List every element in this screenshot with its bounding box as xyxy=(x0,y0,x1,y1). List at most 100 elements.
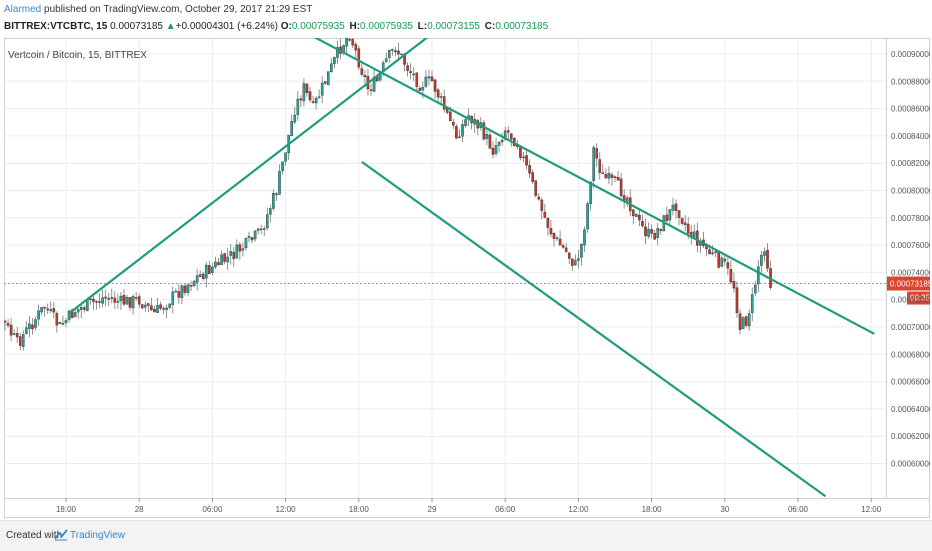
candle-down xyxy=(506,130,510,133)
author-link[interactable]: Alarmed xyxy=(4,4,42,15)
candle-down xyxy=(525,155,528,166)
candle-down xyxy=(107,298,110,300)
candle-down xyxy=(571,258,574,266)
y-tick-label: 0.00080000 xyxy=(891,187,930,196)
candle-down xyxy=(394,50,397,53)
candle-down xyxy=(732,281,736,289)
candle-down xyxy=(744,316,748,326)
candle-down xyxy=(418,87,422,91)
candle-up xyxy=(763,251,766,256)
candle-up xyxy=(500,139,504,143)
candle-down xyxy=(449,111,452,122)
symbol-line: BITTREX:VTCBTC, 15 0.00073185 ▲+0.000043… xyxy=(4,21,550,32)
candle-up xyxy=(747,313,751,327)
candle-down xyxy=(604,174,608,179)
candle-up xyxy=(28,323,31,329)
candle-down xyxy=(619,178,623,197)
candle-up xyxy=(625,197,629,202)
candle-down xyxy=(348,39,351,41)
candle-up xyxy=(79,307,83,310)
candle-up xyxy=(125,297,129,305)
candle-up xyxy=(259,228,263,231)
candle-down xyxy=(729,269,733,283)
candle-down xyxy=(537,196,541,200)
candle-up xyxy=(226,256,229,263)
candle-down xyxy=(641,220,644,227)
candle-up xyxy=(461,124,464,137)
y-tick-label: 0.00074000 xyxy=(891,268,930,277)
candle-up xyxy=(757,266,760,285)
x-tick-label: 06:00 xyxy=(495,505,516,514)
candle-down xyxy=(113,297,117,303)
candle-down xyxy=(140,304,144,309)
publish-line: Alarmed published on TradingView.com, Oc… xyxy=(4,4,312,15)
candle-up xyxy=(186,284,190,293)
chart-title: Vertcoin / Bitcoin, 15, BITTREX xyxy=(8,50,147,61)
candle-up xyxy=(607,173,611,179)
candle-down xyxy=(659,228,663,231)
candle-up xyxy=(211,266,214,273)
candle-up xyxy=(168,303,172,308)
low-key: L: xyxy=(417,21,428,32)
candle-up xyxy=(400,53,403,56)
candle-up xyxy=(293,114,297,123)
candle-up xyxy=(580,243,583,258)
candle-up xyxy=(253,230,257,240)
candle-up xyxy=(12,333,16,335)
candle-down xyxy=(299,98,303,101)
candle-down xyxy=(680,218,684,224)
candle-up xyxy=(156,305,159,313)
candle-up xyxy=(494,145,498,154)
candle-down xyxy=(766,249,769,269)
candle-down xyxy=(308,91,312,101)
candle-down xyxy=(323,81,327,84)
candle-up xyxy=(284,152,287,162)
candle-up xyxy=(22,334,25,347)
candle-up xyxy=(104,296,107,299)
countdown-bg xyxy=(907,291,930,305)
candle-down xyxy=(632,209,635,217)
candle-up xyxy=(388,50,391,58)
candle-up xyxy=(40,307,43,313)
x-tick-label: 06:00 xyxy=(202,505,223,514)
candle-up xyxy=(427,76,431,79)
candle-up xyxy=(345,38,348,47)
candle-down xyxy=(564,247,568,252)
candle-down xyxy=(183,285,187,293)
candle-down xyxy=(442,96,446,110)
close-value: 0.00073185 xyxy=(495,21,549,32)
candle-up xyxy=(235,244,239,259)
candle-down xyxy=(397,50,400,55)
open-key: O: xyxy=(280,21,292,32)
candle-up xyxy=(656,228,659,239)
candle-down xyxy=(46,308,49,311)
candle-down xyxy=(150,305,153,311)
candle-up xyxy=(741,317,745,329)
candle-up xyxy=(143,304,147,308)
candle-down xyxy=(223,253,226,262)
candle-up xyxy=(327,71,330,86)
candle-up xyxy=(302,83,306,102)
candle-down xyxy=(305,83,309,93)
tradingview-link[interactable]: TradingView xyxy=(70,530,126,541)
candle-down xyxy=(92,298,95,302)
chart-area[interactable]: 0.00073185 00:35 0.00090000 0.00088000 0.00… xyxy=(4,38,930,518)
candle-down xyxy=(683,222,687,225)
candle-up xyxy=(73,312,77,317)
candle-up xyxy=(278,171,281,195)
candle-up xyxy=(290,121,294,136)
y-tick-label: 0.00082000 xyxy=(891,159,930,168)
candle-up xyxy=(754,284,757,294)
y-tick-label: 0.00066000 xyxy=(891,378,930,387)
candle-up xyxy=(555,237,559,240)
candle-down xyxy=(696,230,699,246)
candle-down xyxy=(6,323,10,326)
candle-down xyxy=(189,285,193,287)
candle-up xyxy=(424,76,428,87)
candle-up xyxy=(314,97,318,104)
candle-down xyxy=(665,214,669,222)
candle-down xyxy=(433,79,437,92)
candle-up xyxy=(464,119,467,126)
candle-down xyxy=(601,172,605,174)
